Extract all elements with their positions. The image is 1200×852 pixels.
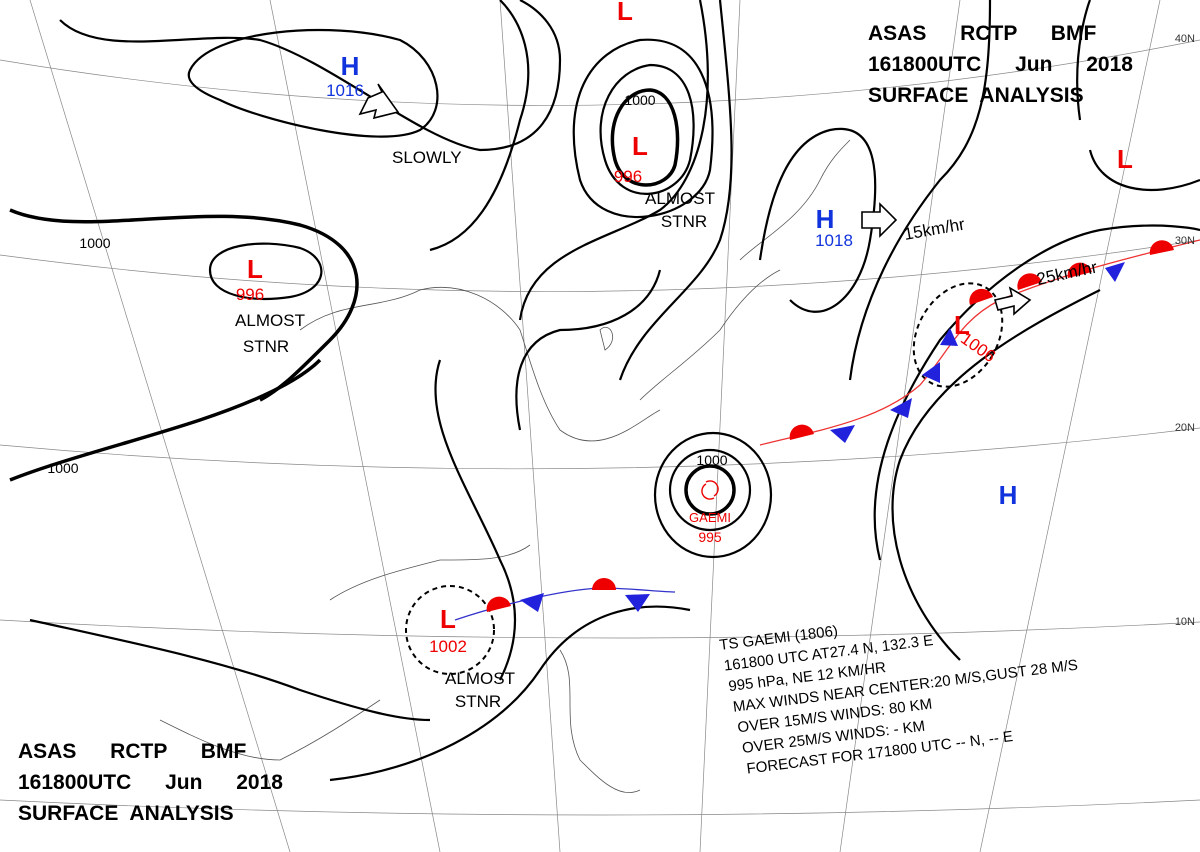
latitude-label: 40N (1175, 33, 1195, 45)
header-line: SURFACE ANALYSIS (868, 84, 1084, 107)
isobar-label: 1000 (696, 452, 727, 468)
latitude-label: 10N (1175, 616, 1195, 628)
pressure: 996 (614, 167, 642, 186)
motion: ALMOST (445, 669, 515, 688)
motion: STNR (661, 212, 707, 231)
high-symbol: H (816, 204, 835, 234)
typhoon-name: GAEMI (689, 510, 731, 525)
latitude-label: 20N (1175, 422, 1195, 434)
pressure: 1016 (326, 81, 364, 100)
latitude-label: 30N (1175, 235, 1195, 247)
isobar-label: 1000 (624, 92, 655, 108)
motion: STNR (243, 337, 289, 356)
typhoon-pressure: 995 (698, 529, 722, 545)
motion: STNR (455, 692, 501, 711)
motion: SLOWLY (392, 148, 462, 167)
pressure: 1002 (429, 637, 467, 656)
isobar-label: 1000 (47, 460, 78, 476)
header-line: ASAS RCTP BMF (18, 740, 246, 763)
low-symbol: L (954, 310, 970, 340)
pressure: 996 (236, 285, 264, 304)
coastline (159, 139, 851, 793)
high-symbol: H (999, 480, 1018, 510)
typhoon-symbol (701, 480, 719, 500)
pressure: 1018 (815, 231, 853, 250)
low-symbol: L (617, 0, 633, 26)
isobar-label: 1000 (79, 235, 110, 251)
fronts (454, 239, 1200, 621)
low-symbol: L (1117, 144, 1133, 174)
header-line: SURFACE ANALYSIS (18, 802, 234, 825)
low-symbol: L (440, 604, 456, 634)
low-symbol: L (632, 131, 648, 161)
high-symbol: H (341, 51, 360, 81)
header-line: ASAS RCTP BMF (868, 22, 1096, 45)
header-line: 161800UTC Jun 2018 (18, 771, 283, 794)
header-line: 161800UTC Jun 2018 (868, 53, 1133, 76)
low-symbol: L (247, 254, 263, 284)
motion: ALMOST (235, 311, 305, 330)
motion: ALMOST (645, 189, 715, 208)
motion-arrows (358, 83, 1032, 316)
